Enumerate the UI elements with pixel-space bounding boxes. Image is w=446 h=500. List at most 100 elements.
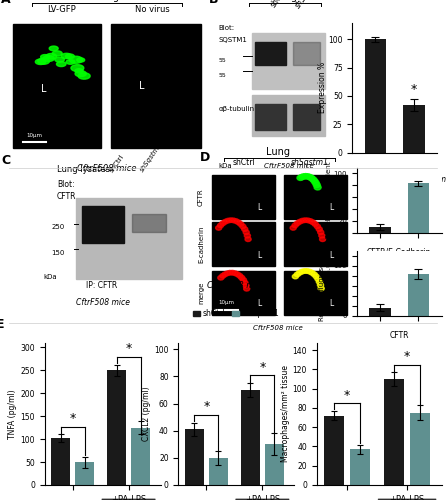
Text: L: L [329, 300, 333, 308]
Polygon shape [304, 174, 311, 179]
Polygon shape [306, 270, 313, 274]
Polygon shape [294, 221, 301, 226]
Polygon shape [299, 218, 306, 223]
Polygon shape [220, 221, 226, 226]
Polygon shape [316, 227, 322, 232]
Polygon shape [49, 46, 58, 51]
Bar [82, 206, 124, 244]
Text: shCtrl: shCtrl [269, 0, 289, 10]
Text: 250: 250 [51, 224, 64, 230]
Bar [13, 24, 101, 148]
Y-axis label: TNFA (pg/ml): TNFA (pg/ml) [8, 389, 17, 438]
Polygon shape [235, 272, 240, 276]
Polygon shape [43, 56, 54, 62]
Polygon shape [316, 280, 322, 284]
Text: D: D [200, 151, 210, 164]
Polygon shape [38, 58, 50, 64]
Polygon shape [216, 226, 222, 230]
X-axis label: CFTR: CFTR [389, 332, 409, 340]
Polygon shape [235, 220, 242, 224]
Polygon shape [320, 237, 326, 242]
Polygon shape [244, 286, 250, 291]
Text: Lung: Lung [273, 0, 297, 2]
Polygon shape [46, 54, 57, 59]
Polygon shape [233, 218, 239, 224]
Bar [75, 462, 94, 485]
Text: CFTR: CFTR [198, 188, 204, 206]
Text: B: B [209, 0, 219, 6]
Polygon shape [310, 220, 316, 224]
Text: E: E [0, 318, 4, 332]
Text: A: A [1, 0, 11, 6]
Bar [357, 174, 369, 186]
Bar [293, 42, 320, 65]
Bar [107, 370, 126, 485]
Polygon shape [313, 274, 319, 279]
Text: L: L [41, 84, 46, 94]
Text: 55: 55 [219, 58, 226, 63]
Bar [255, 42, 286, 65]
Text: C: C [1, 154, 10, 166]
Text: shSqstm1: shSqstm1 [413, 176, 446, 184]
Polygon shape [306, 174, 313, 180]
Polygon shape [311, 272, 318, 276]
Text: *: * [259, 361, 265, 374]
Polygon shape [66, 54, 74, 58]
Bar [51, 438, 70, 485]
Text: Blot:: Blot: [57, 180, 74, 189]
Polygon shape [309, 270, 315, 275]
Text: CftrF508 mice: CftrF508 mice [206, 282, 266, 290]
Text: L: L [329, 250, 333, 260]
Polygon shape [304, 268, 310, 274]
Polygon shape [238, 222, 244, 226]
Polygon shape [232, 271, 238, 276]
Polygon shape [314, 184, 321, 190]
Polygon shape [35, 59, 46, 64]
Polygon shape [312, 222, 318, 226]
Text: shSqstm1: shSqstm1 [293, 0, 322, 10]
Polygon shape [218, 223, 224, 228]
Polygon shape [71, 64, 84, 71]
Polygon shape [302, 174, 310, 179]
Text: 55: 55 [219, 73, 226, 78]
Polygon shape [299, 270, 305, 274]
Text: kDa: kDa [219, 164, 232, 170]
Bar [369, 308, 391, 316]
Polygon shape [308, 176, 315, 180]
Bar [408, 184, 429, 232]
Bar [324, 416, 344, 485]
Bar [131, 428, 150, 485]
Polygon shape [244, 234, 251, 238]
Polygon shape [222, 272, 228, 276]
Bar [399, 174, 412, 186]
Bar [209, 458, 228, 485]
Polygon shape [307, 218, 314, 224]
Polygon shape [297, 175, 304, 180]
Bar [212, 222, 275, 266]
Polygon shape [302, 218, 308, 222]
Polygon shape [243, 284, 249, 288]
Text: Lung: Lung [95, 0, 119, 2]
Text: shCtrl: shCtrl [372, 176, 395, 184]
Polygon shape [292, 223, 298, 228]
Text: CftrF508 mice: CftrF508 mice [76, 298, 130, 307]
Polygon shape [78, 73, 90, 79]
Polygon shape [57, 62, 66, 66]
Bar [265, 444, 284, 485]
Polygon shape [225, 218, 231, 223]
Text: *: * [404, 350, 410, 363]
Text: LV-GFP: LV-GFP [48, 5, 76, 14]
Text: No virus: No virus [135, 5, 169, 14]
Polygon shape [230, 218, 236, 222]
Text: L: L [257, 250, 262, 260]
Polygon shape [75, 68, 83, 73]
Text: 10μm: 10μm [26, 134, 42, 138]
Text: kDa: kDa [43, 274, 57, 280]
Text: CFTR: CFTR [57, 192, 76, 201]
Text: *: * [344, 388, 350, 402]
Polygon shape [301, 174, 308, 179]
Polygon shape [297, 270, 303, 275]
Bar [350, 450, 370, 485]
Text: L: L [257, 203, 262, 212]
Polygon shape [315, 276, 321, 281]
